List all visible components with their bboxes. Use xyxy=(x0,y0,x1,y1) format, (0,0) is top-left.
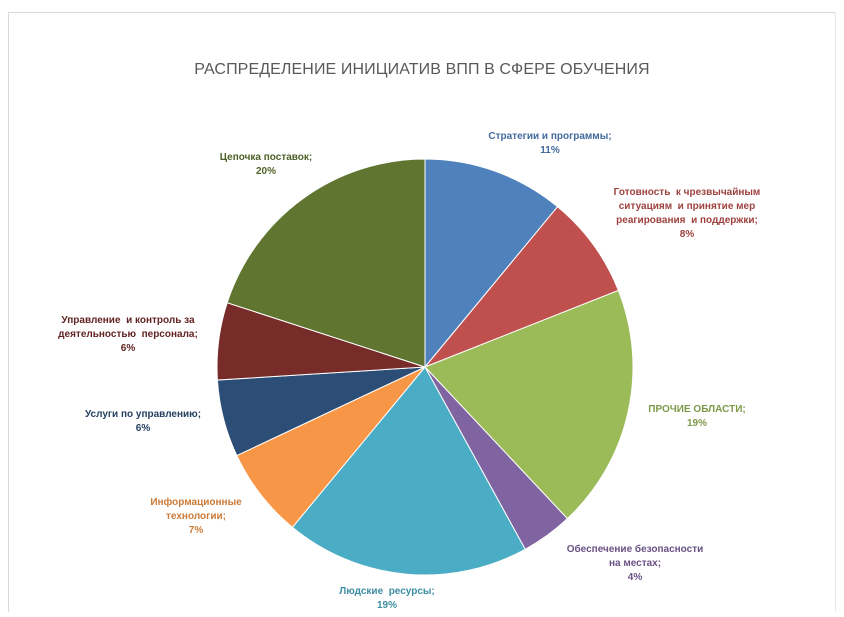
chart-title: РАСПРЕДЕЛЕНИЕ ИНИЦИАТИВ ВПП В СФЕРЕ ОБУЧ… xyxy=(194,61,650,78)
slice-percent: 8% xyxy=(680,229,695,240)
slice-label: Услуги по управлению; 6% xyxy=(85,409,201,434)
slice-label-line: Управление и контроль за xyxy=(61,315,195,326)
pie-slices xyxy=(216,158,634,576)
pie-labels: Стратегии и программы; 11% Готовность к чр… xyxy=(58,131,760,611)
slice-label-line: ПРОЧИЕ ОБЛАСТИ; xyxy=(648,404,745,415)
slice-percent: 6% xyxy=(136,423,151,434)
slice-label-line: на местах; xyxy=(609,558,661,569)
pie-slice xyxy=(424,206,620,368)
slice-label: Обеспечение безопасности на местах; 4% xyxy=(567,543,704,583)
slice-label-line: технологии; xyxy=(166,511,226,522)
slice-label: Цепочка поставок; 20% xyxy=(220,152,313,177)
slice-label-line: реагирования и поддержки; xyxy=(616,215,758,226)
pie-slice xyxy=(424,289,634,520)
slice-label-line: деятельностью персонала; xyxy=(58,329,198,340)
slice-percent: 19% xyxy=(687,418,707,429)
slice-label: Стратегии и программы; 11% xyxy=(488,131,611,156)
slice-label: Управление и контроль за деятельностью пе… xyxy=(58,315,198,354)
slice-label: Готовность к чрезвычайным ситуациям и при… xyxy=(614,187,761,240)
slice-label: Информационные технологии; 7% xyxy=(150,496,242,536)
slice-label-line: Услуги по управлению; xyxy=(85,409,201,420)
slice-percent: 4% xyxy=(628,572,643,583)
slice-label-line: Обеспечение безопасности xyxy=(567,543,704,555)
slice-percent: 11% xyxy=(540,145,560,156)
slice-percent: 19% xyxy=(377,600,397,611)
slice-label-line: Готовность к чрезвычайным xyxy=(614,187,761,198)
slice-label-line: Цепочка поставок; xyxy=(220,152,313,163)
slice-percent: 7% xyxy=(189,525,204,536)
slice-label: ПРОЧИЕ ОБЛАСТИ; 19% xyxy=(648,404,745,429)
slice-label-line: Информационные xyxy=(150,496,242,508)
slice-percent: 6% xyxy=(121,343,136,354)
slice-label-line: ситуациям и принятие мер xyxy=(619,201,755,212)
slice-label-line: Людские ресурсы; xyxy=(339,586,435,597)
slice-percent: 20% xyxy=(256,166,276,177)
slice-label: Людские ресурсы; 19% xyxy=(339,586,435,611)
pie-slice xyxy=(226,158,426,368)
pie-slice xyxy=(291,366,526,576)
slice-label-line: Стратегии и программы; xyxy=(488,131,611,142)
pie-slice xyxy=(424,158,559,369)
